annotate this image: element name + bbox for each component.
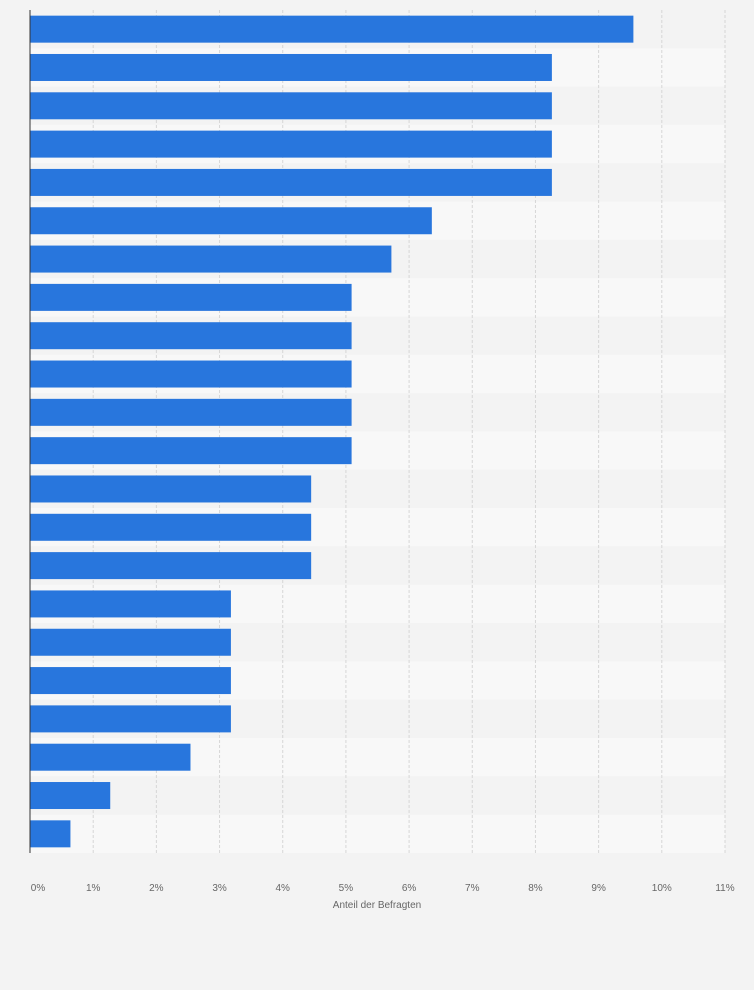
bar (30, 513, 312, 541)
x-axis-title: Anteil der Befragten (333, 900, 421, 911)
x-tick-label: 9% (591, 883, 606, 894)
bars (30, 15, 634, 848)
bar (30, 53, 552, 81)
bar (30, 130, 552, 158)
x-tick-label: 8% (528, 883, 543, 894)
bar (30, 92, 552, 120)
bar (30, 283, 352, 311)
bar (30, 245, 392, 273)
x-tick-label: 2% (149, 883, 164, 894)
x-tick-label: 0% (31, 883, 46, 894)
bar (30, 437, 352, 465)
x-tick-label: 10% (652, 883, 672, 894)
row-band (30, 776, 725, 815)
x-tick-label: 4% (276, 883, 291, 894)
x-tick-label: 6% (402, 883, 417, 894)
bar (30, 207, 432, 235)
bar (30, 15, 634, 43)
bar (30, 667, 231, 695)
bar (30, 552, 312, 580)
bar (30, 475, 312, 503)
row-band (30, 814, 725, 853)
bar (30, 628, 231, 656)
bar (30, 322, 352, 350)
bar (30, 398, 352, 426)
bar (30, 590, 231, 618)
x-tick-label: 5% (339, 883, 354, 894)
bar (30, 820, 71, 848)
bar (30, 743, 191, 771)
bar (30, 360, 352, 388)
x-tick-label: 11% (715, 883, 734, 894)
x-tick-label: 1% (86, 883, 101, 894)
x-tick-label: 3% (212, 883, 227, 894)
x-axis-ticks: 0% 1% 2% 3% 4% 5% 6% 7% 8% 9% 10% 11% (31, 883, 735, 894)
bar (30, 168, 552, 196)
bar (30, 705, 231, 733)
x-tick-label: 7% (465, 883, 480, 894)
bar (30, 782, 111, 810)
